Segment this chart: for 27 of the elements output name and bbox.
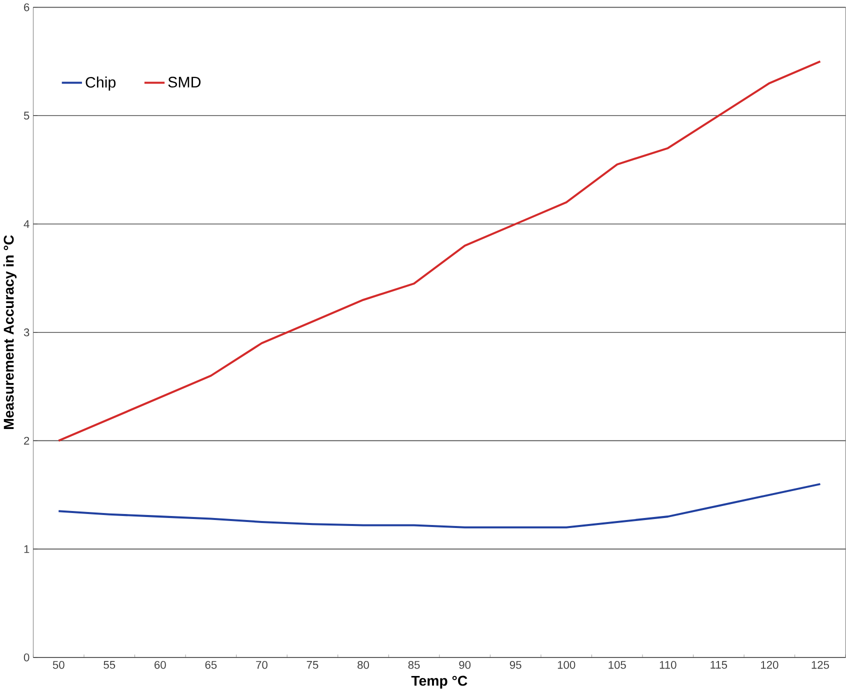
x-tick-label: 110 bbox=[660, 661, 676, 669]
y-tick-label: 3 bbox=[24, 328, 30, 336]
legend-label: Chip bbox=[86, 76, 116, 91]
y-axis-title: Measurement Accuracy in °C bbox=[3, 235, 17, 429]
x-axis-title: Temp °C bbox=[411, 676, 468, 689]
x-tick-label: 70 bbox=[256, 661, 268, 669]
x-tick-label: 120 bbox=[761, 661, 778, 669]
x-tick-label: 80 bbox=[358, 661, 369, 669]
x-tick-label: 115 bbox=[710, 661, 728, 669]
x-tick-label: 55 bbox=[104, 661, 116, 669]
y-tick-label: 0 bbox=[24, 654, 30, 662]
y-tick-label: 4 bbox=[24, 220, 30, 228]
y-tick-label: 2 bbox=[24, 436, 30, 445]
x-tick-label: 125 bbox=[812, 661, 830, 669]
x-tick-label: 60 bbox=[154, 661, 166, 669]
x-tick-label: 75 bbox=[306, 661, 318, 669]
legend-label: SMD bbox=[168, 76, 201, 88]
x-tick-label: 100 bbox=[558, 661, 576, 669]
x-tick-label: 50 bbox=[52, 661, 64, 669]
x-tick-label: 95 bbox=[510, 661, 522, 669]
x-tick-label: 85 bbox=[408, 661, 420, 669]
x-tick-label: 65 bbox=[205, 661, 217, 669]
x-tick-label: 105 bbox=[608, 661, 626, 669]
y-tick-label: 1 bbox=[24, 545, 30, 553]
x-tick-label: 90 bbox=[459, 661, 471, 669]
y-tick-label: 5 bbox=[24, 112, 30, 120]
y-tick-label: 6 bbox=[24, 3, 30, 12]
